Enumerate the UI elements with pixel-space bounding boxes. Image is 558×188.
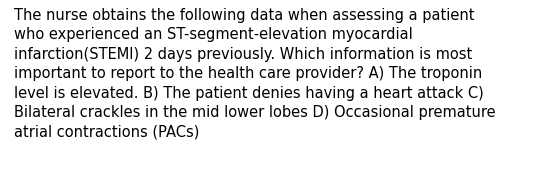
Text: The nurse obtains the following data when assessing a patient
who experienced an: The nurse obtains the following data whe…: [14, 8, 496, 140]
